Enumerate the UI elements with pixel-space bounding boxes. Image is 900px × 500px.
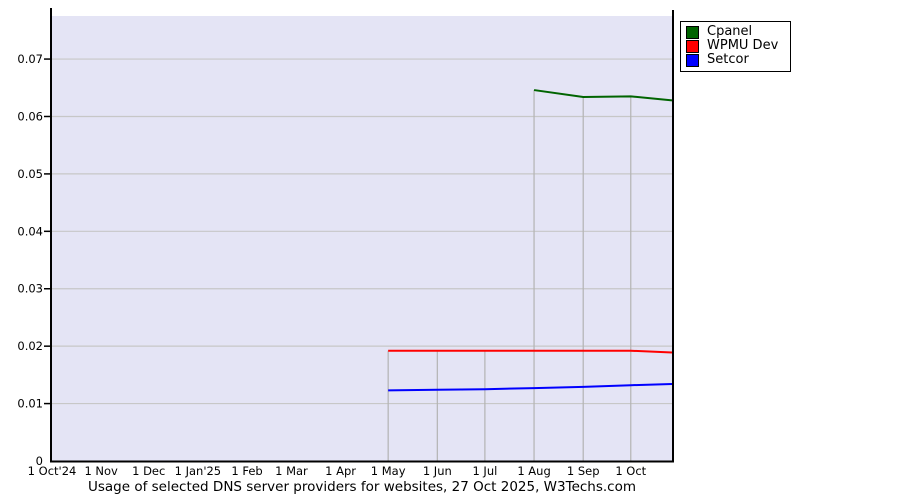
x-tick-label: 1 Aug — [517, 464, 550, 478]
y-tick-label: 0.01 — [17, 397, 43, 411]
x-tick-label: 1 Oct — [615, 464, 646, 478]
legend-label-setcor: Setcor — [707, 52, 749, 67]
legend-item-wpmu-dev: WPMU Dev — [686, 39, 778, 53]
y-tick-label: 0.03 — [17, 282, 43, 296]
h-gridlines — [52, 58, 672, 405]
axes — [50, 8, 674, 463]
y-tick-label: 0 — [36, 454, 43, 468]
legend-label-wpmu-dev: WPMU Dev — [707, 38, 779, 53]
series-line-cpanel — [533, 89, 673, 102]
x-tick-label: 1 Jul — [472, 464, 497, 478]
y-tick-labels: 0 0.01 0.02 0.03 0.04 0.05 0.06 0.07 — [17, 52, 51, 468]
legend-swatch-wpmu-dev — [686, 39, 699, 53]
x-tick-label: 1 Nov — [84, 464, 118, 478]
y-tick-label: 0.06 — [17, 109, 43, 123]
series-lines — [388, 89, 673, 392]
x-tick-label: 1 Jun — [423, 464, 452, 478]
x-tick-labels: 1 Oct'24 1 Nov 1 Dec 1 Jan'25 1 Feb 1 Mar 1 Ap… — [28, 464, 647, 478]
legend-swatch-cpanel — [686, 25, 699, 39]
plot-background — [52, 16, 672, 461]
x-tick-label: 1 Sep — [567, 464, 600, 478]
x-tick-label: 1 Feb — [231, 464, 262, 478]
y-tick-label: 0.07 — [17, 52, 43, 66]
series-line-setcor — [388, 383, 673, 392]
legend: Cpanel WPMU Dev Setcor — [680, 21, 792, 72]
y-tick-label: 0.02 — [17, 339, 43, 353]
series-line-wpmu-dev — [388, 349, 673, 354]
y-tick-label: 0.05 — [17, 167, 43, 181]
legend-label-cpanel: Cpanel — [707, 24, 753, 39]
chart-title: Usage of selected DNS server providers f… — [87, 479, 637, 495]
x-tick-label: 1 May — [371, 464, 406, 478]
y-tick-label: 0.04 — [17, 224, 43, 238]
legend-item-cpanel: Cpanel — [686, 25, 778, 39]
legend-swatch-setcor — [686, 53, 699, 67]
x-tick-label: 1 Apr — [325, 464, 356, 478]
v-gridlines — [387, 90, 632, 461]
x-tick-label: 1 Dec — [132, 464, 165, 478]
legend-item-setcor: Setcor — [686, 53, 778, 67]
x-tick-label: 1 Jan'25 — [175, 464, 222, 478]
x-tick-label: 1 Mar — [275, 464, 308, 478]
x-tick-label: 1 Oct'24 — [28, 464, 77, 478]
